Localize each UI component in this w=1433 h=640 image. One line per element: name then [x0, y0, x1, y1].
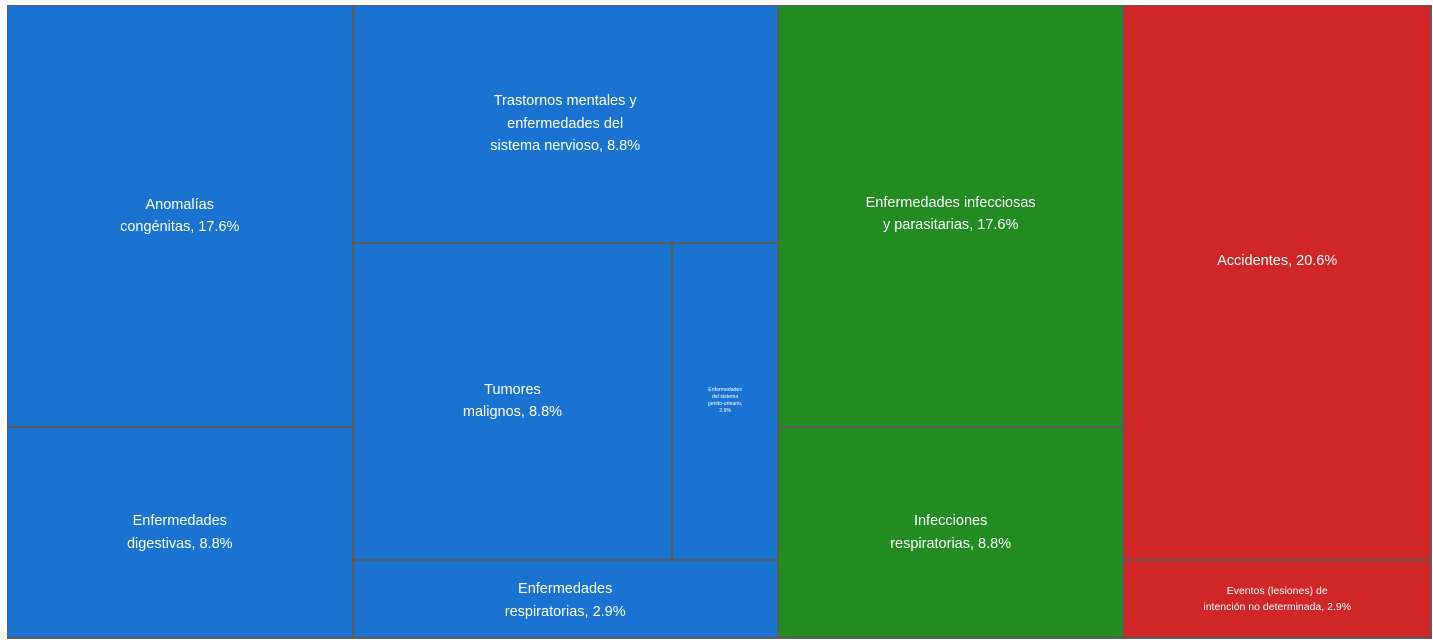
tile-trastornos-mentales: Trastornos mentales y enfermedades del s…	[353, 6, 777, 243]
tile-genito-urinario: Enfermedades del sistema genito-urinario…	[673, 244, 777, 559]
tile-enfermedades-respiratorias: Enfermedades respiratorias, 2.9%	[353, 560, 777, 637]
tile-tumores-malignos: Tumores malignos, 8.8%	[353, 244, 672, 559]
tile-anomalias-congenitas-label: Anomalías congénitas, 17.6%	[120, 196, 240, 235]
tile-accidentes: Accidentes, 20.6%	[1124, 6, 1430, 559]
tile-genito-urinario-label: Enfermedades del sistema genito-urinario…	[707, 387, 743, 415]
tile-eventos-intencion-no-determinada-label: Eventos (lesiones) de intención no deter…	[1203, 584, 1352, 613]
tile-infecciosas-parasitarias: Enfermedades infecciosas y parasitarias,…	[778, 6, 1123, 426]
tile-enfermedades-digestivas: Enfermedades digestivas, 8.8%	[8, 428, 352, 637]
tile-enfermedades-digestivas-label: Enfermedades digestivas, 8.8%	[126, 513, 233, 552]
tile-infecciosas-parasitarias-label: Enfermedades infecciosas y parasitarias,…	[865, 195, 1036, 234]
tile-infecciones-respiratorias: Infecciones respiratorias, 8.8%	[778, 428, 1123, 637]
tile-trastornos-mentales-label: Trastornos mentales y enfermedades del s…	[490, 93, 641, 155]
tile-eventos-intencion-no-determinada: Eventos (lesiones) de intención no deter…	[1124, 560, 1430, 637]
tile-infecciones-respiratorias-label: Infecciones respiratorias, 8.8%	[890, 513, 1012, 552]
tile-anomalias-congenitas: Anomalías congénitas, 17.6%	[8, 6, 352, 426]
tile-accidentes-label: Accidentes, 20.6%	[1217, 253, 1338, 269]
tile-enfermedades-respiratorias-label: Enfermedades respiratorias, 2.9%	[504, 581, 626, 620]
tile-tumores-malignos-label: Tumores malignos, 8.8%	[462, 381, 563, 421]
